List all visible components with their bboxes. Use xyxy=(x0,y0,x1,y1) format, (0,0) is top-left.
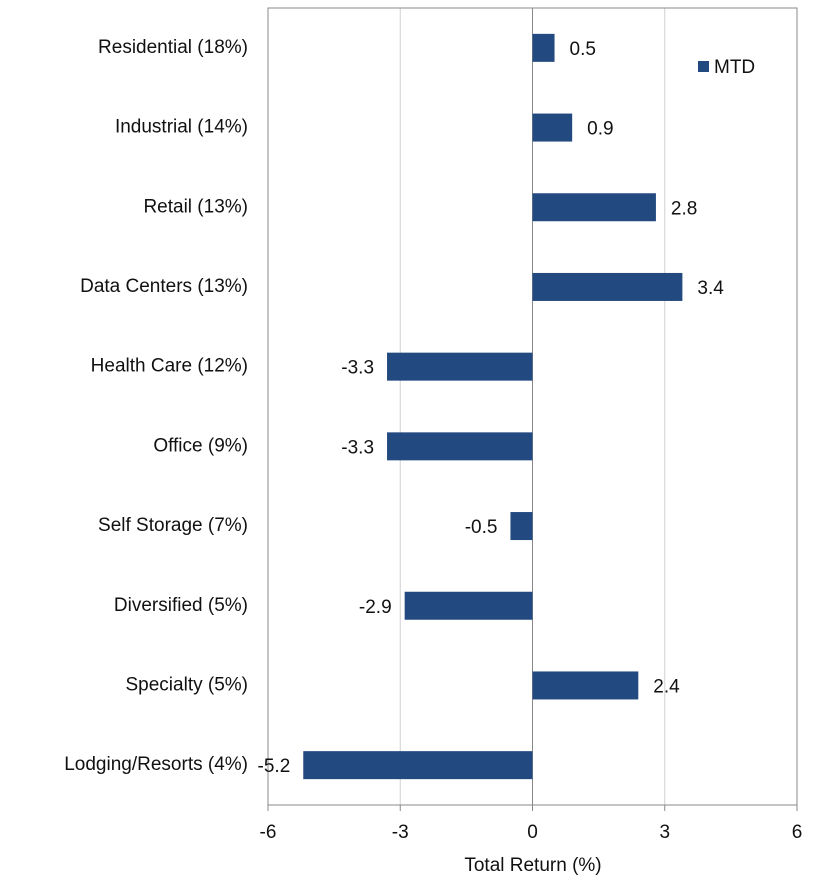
data-label: -5.2 xyxy=(258,756,291,777)
data-label: 2.8 xyxy=(671,198,697,219)
y-tick-label: Office (9%) xyxy=(153,435,248,456)
bar xyxy=(532,113,573,142)
y-tick-label: Health Care (12%) xyxy=(91,356,248,377)
y-tick-label: Self Storage (7%) xyxy=(98,515,248,536)
x-tick-label: -6 xyxy=(260,822,277,843)
x-tick-label: 0 xyxy=(527,822,538,843)
x-tick-label: 3 xyxy=(659,822,670,843)
bar xyxy=(532,272,683,301)
y-tick-label: Residential (18%) xyxy=(98,37,248,58)
legend-label: MTD xyxy=(714,57,755,78)
legend-swatch xyxy=(698,61,709,72)
bar xyxy=(387,432,533,461)
x-axis-label: Total Return (%) xyxy=(464,855,601,876)
data-label: -3.3 xyxy=(341,358,374,379)
bar xyxy=(532,33,555,62)
data-label: 0.5 xyxy=(570,39,596,60)
data-label: 3.4 xyxy=(697,278,724,299)
bar xyxy=(404,591,533,620)
bar xyxy=(532,671,639,700)
bar xyxy=(303,751,533,780)
data-label: -2.9 xyxy=(359,597,392,618)
data-label: 2.4 xyxy=(653,676,680,697)
x-tick-label: 6 xyxy=(792,822,803,843)
y-tick-label: Industrial (14%) xyxy=(115,117,248,138)
bar xyxy=(387,352,533,381)
y-tick-label: Specialty (5%) xyxy=(126,674,249,695)
y-tick-label: Data Centers (13%) xyxy=(80,276,248,297)
data-label: -0.5 xyxy=(465,517,498,538)
bar xyxy=(510,512,533,541)
bar xyxy=(532,193,656,222)
y-tick-label: Lodging/Resorts (4%) xyxy=(64,754,248,775)
data-label: 0.9 xyxy=(587,119,613,140)
y-tick-label: Retail (13%) xyxy=(143,196,248,217)
y-tick-label: Diversified (5%) xyxy=(114,595,248,616)
x-tick-label: -3 xyxy=(392,822,409,843)
data-label: -3.3 xyxy=(341,437,374,458)
